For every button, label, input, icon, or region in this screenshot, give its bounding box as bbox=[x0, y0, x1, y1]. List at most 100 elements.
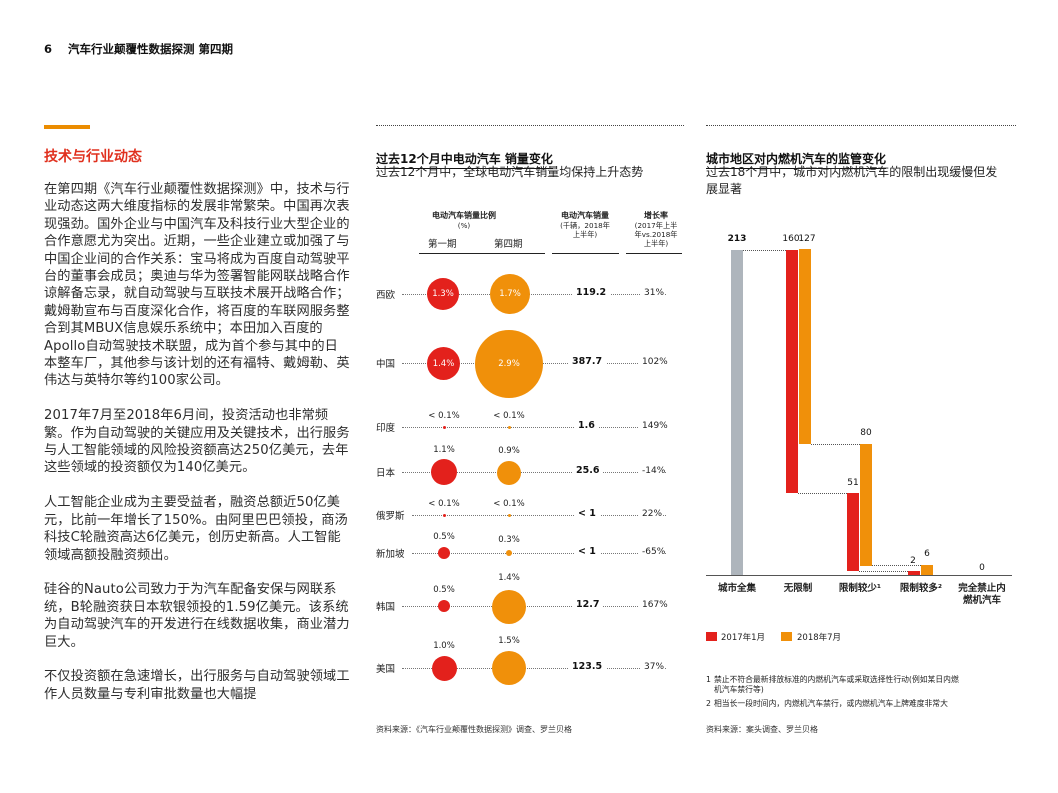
category-label-line: 完全禁止内 bbox=[958, 583, 1006, 594]
page-header: 6 汽车行业颠覆性数据探测 第四期 bbox=[44, 41, 233, 57]
sales-value: 1.6 bbox=[574, 420, 599, 431]
bubble-period-4 bbox=[506, 550, 512, 556]
bubble-period-4 bbox=[508, 426, 511, 429]
row-label: 日本 bbox=[376, 468, 396, 479]
ev-chart-title-wrap: 过去12个月中电动汽车 销量变化 bbox=[376, 148, 553, 169]
bubble-period-1 bbox=[432, 656, 457, 681]
page-number: 6 bbox=[44, 42, 53, 56]
footnote-1: 禁止不符合最新排放标准的内燃机汽车或采取选择性行动(例如某日内燃 机汽车禁行等) bbox=[714, 675, 1014, 695]
col-header-growth-unit: 上半年) bbox=[643, 239, 669, 248]
value-total: 213 bbox=[727, 234, 747, 244]
sales-value: 12.7 bbox=[572, 599, 604, 610]
divider bbox=[706, 125, 1016, 126]
footnote-line: 机汽车禁行等) bbox=[714, 685, 764, 694]
footnote-2: 相当长一段时间内，内燃机汽车禁行，或内燃机汽车上牌难度非常大 bbox=[714, 699, 948, 708]
bubble-period-4 bbox=[492, 590, 526, 624]
sales-value: < 1 bbox=[574, 508, 600, 519]
row-label: 韩国 bbox=[376, 602, 396, 613]
footnote-num: 2 bbox=[706, 699, 711, 708]
wf-chart-subtitle: 过去18个月中，城市对内燃机汽车的限制出现缓慢但发展显著 bbox=[706, 165, 998, 196]
row-leader bbox=[412, 553, 666, 554]
growth-value: 102% bbox=[638, 357, 668, 367]
bubble-label-period-1: 0.5% bbox=[433, 532, 455, 542]
category-label: 完全禁止内 燃机汽车 bbox=[947, 583, 1017, 607]
growth-value: 37% bbox=[640, 662, 665, 672]
bubble-label-period-4: 1.5% bbox=[498, 636, 520, 646]
bubble-label-period-4: < 0.1% bbox=[493, 411, 525, 421]
sales-value: 119.2 bbox=[572, 287, 611, 298]
bar-total bbox=[731, 250, 743, 575]
bubble-label-period-4: 0.9% bbox=[498, 446, 520, 456]
footnote-line: 禁止不符合最新排放标准的内燃机汽车或采取选择性行动(例如某日内燃 bbox=[714, 675, 959, 684]
col-header-sales-unit: 上半年) bbox=[572, 230, 598, 239]
bubble-label-period-1: < 0.1% bbox=[428, 499, 460, 509]
value-many-2018: 6 bbox=[924, 549, 930, 559]
category-label: 城市全集 bbox=[717, 583, 756, 594]
growth-value: 149% bbox=[638, 421, 668, 431]
section-title: 技术与行业动态 bbox=[44, 149, 142, 165]
col-header-share: 电动汽车销量比例 (%) bbox=[418, 211, 510, 230]
bubble-label-period-1: 1.0% bbox=[433, 641, 455, 651]
col-header-sales-unit: (千辆，2018年 bbox=[560, 221, 610, 230]
row-label: 新加坡 bbox=[376, 549, 405, 560]
category-label: 无限制 bbox=[783, 583, 813, 594]
bar-few-2017 bbox=[847, 493, 859, 571]
category-label: 限制较多² bbox=[899, 583, 943, 594]
bubble-label-period-1: 0.5% bbox=[433, 585, 455, 595]
growth-value: 31% bbox=[640, 288, 665, 298]
paragraph: 在第四期《汽车行业颠覆性数据探测》中，技术与行业动态这两大维度指标的发展非常繁荣… bbox=[44, 182, 350, 389]
category-label: 限制较少¹ bbox=[838, 583, 882, 594]
ev-chart-source: 资料来源：《汽车行业颠覆性数据探测》调查、罗兰贝格 bbox=[376, 725, 572, 734]
value-few-2018: 80 bbox=[860, 428, 872, 438]
legend-swatch-2017 bbox=[706, 632, 717, 641]
row-leader bbox=[402, 427, 666, 428]
paragraph: 人工智能企业成为主要受益者，融资总额近50亿美元，比前一年增长了150%。由阿里… bbox=[44, 495, 348, 563]
row-leader bbox=[402, 668, 666, 669]
value-ban: 0 bbox=[979, 563, 985, 573]
row-leader bbox=[412, 515, 666, 516]
sales-value: 123.5 bbox=[568, 661, 607, 672]
bubble-label-period-1: < 0.1% bbox=[428, 411, 460, 421]
bubble-label-period-1: 1.1% bbox=[433, 445, 455, 455]
sales-value: 387.7 bbox=[568, 356, 607, 367]
sales-value: < 1 bbox=[574, 546, 600, 557]
wf-chart-title: 城市地区对内燃机汽车的监管变化 bbox=[706, 150, 887, 169]
bubble-period-4 bbox=[497, 461, 521, 485]
bubble-period-1 bbox=[443, 426, 446, 429]
growth-value: 167% bbox=[638, 600, 668, 610]
row-leader bbox=[402, 606, 666, 607]
bubble-label-period-4: 0.3% bbox=[498, 535, 520, 545]
bubble-period-4: 1.7% bbox=[490, 274, 530, 314]
bubble-period-4 bbox=[492, 651, 526, 685]
bubble-period-4: 2.9% bbox=[475, 330, 543, 398]
ev-chart-title: 过去12个月中电动汽车 销量变化 bbox=[376, 150, 553, 169]
col-header-sales: 电动汽车销量 (千辆，2018年 上半年) bbox=[552, 211, 618, 239]
period-4-label: 第四期 bbox=[494, 239, 523, 250]
paragraph: 2017年7月至2018年6月间，投资活动也非常频繁。作为自动驾驶的关键应用及关… bbox=[44, 408, 350, 476]
value-few-2017: 51 bbox=[847, 478, 859, 488]
col-header-growth-label: 增长率 bbox=[644, 211, 668, 220]
row-label: 西欧 bbox=[376, 290, 396, 301]
divider bbox=[376, 125, 684, 126]
ev-chart-subtitle: 过去12个月中，全球电动汽车销量均保持上升态势 bbox=[376, 165, 644, 179]
category-label-line: 燃机汽车 bbox=[962, 595, 1001, 606]
header-rule bbox=[626, 253, 682, 254]
report-title: 汽车行业颠覆性数据探测 第四期 bbox=[68, 42, 234, 56]
bar-many-2018 bbox=[921, 565, 933, 575]
bubble-period-1 bbox=[443, 514, 446, 517]
bar-few-2018 bbox=[860, 444, 872, 566]
row-label: 中国 bbox=[376, 359, 396, 370]
paragraph: 不仅投资额在急速增长，出行服务与自动驾驶领域工作人员数量与专利审批数量也大幅提 bbox=[44, 669, 350, 702]
connector bbox=[872, 565, 921, 566]
connector bbox=[811, 444, 860, 445]
row-label: 俄罗斯 bbox=[376, 511, 405, 522]
period-1-label: 第一期 bbox=[428, 239, 457, 250]
bar-many-2017 bbox=[908, 571, 920, 575]
row-label: 美国 bbox=[376, 664, 396, 675]
col-header-growth-unit: (2017年上半 bbox=[634, 221, 678, 230]
bar-none-2017 bbox=[786, 250, 798, 493]
header-rule bbox=[552, 253, 619, 254]
col-header-growth: 增长率 (2017年上半 年vs.2018年 上半年) bbox=[628, 211, 684, 248]
sales-value: 25.6 bbox=[572, 465, 604, 476]
growth-value: 22% bbox=[638, 509, 663, 519]
